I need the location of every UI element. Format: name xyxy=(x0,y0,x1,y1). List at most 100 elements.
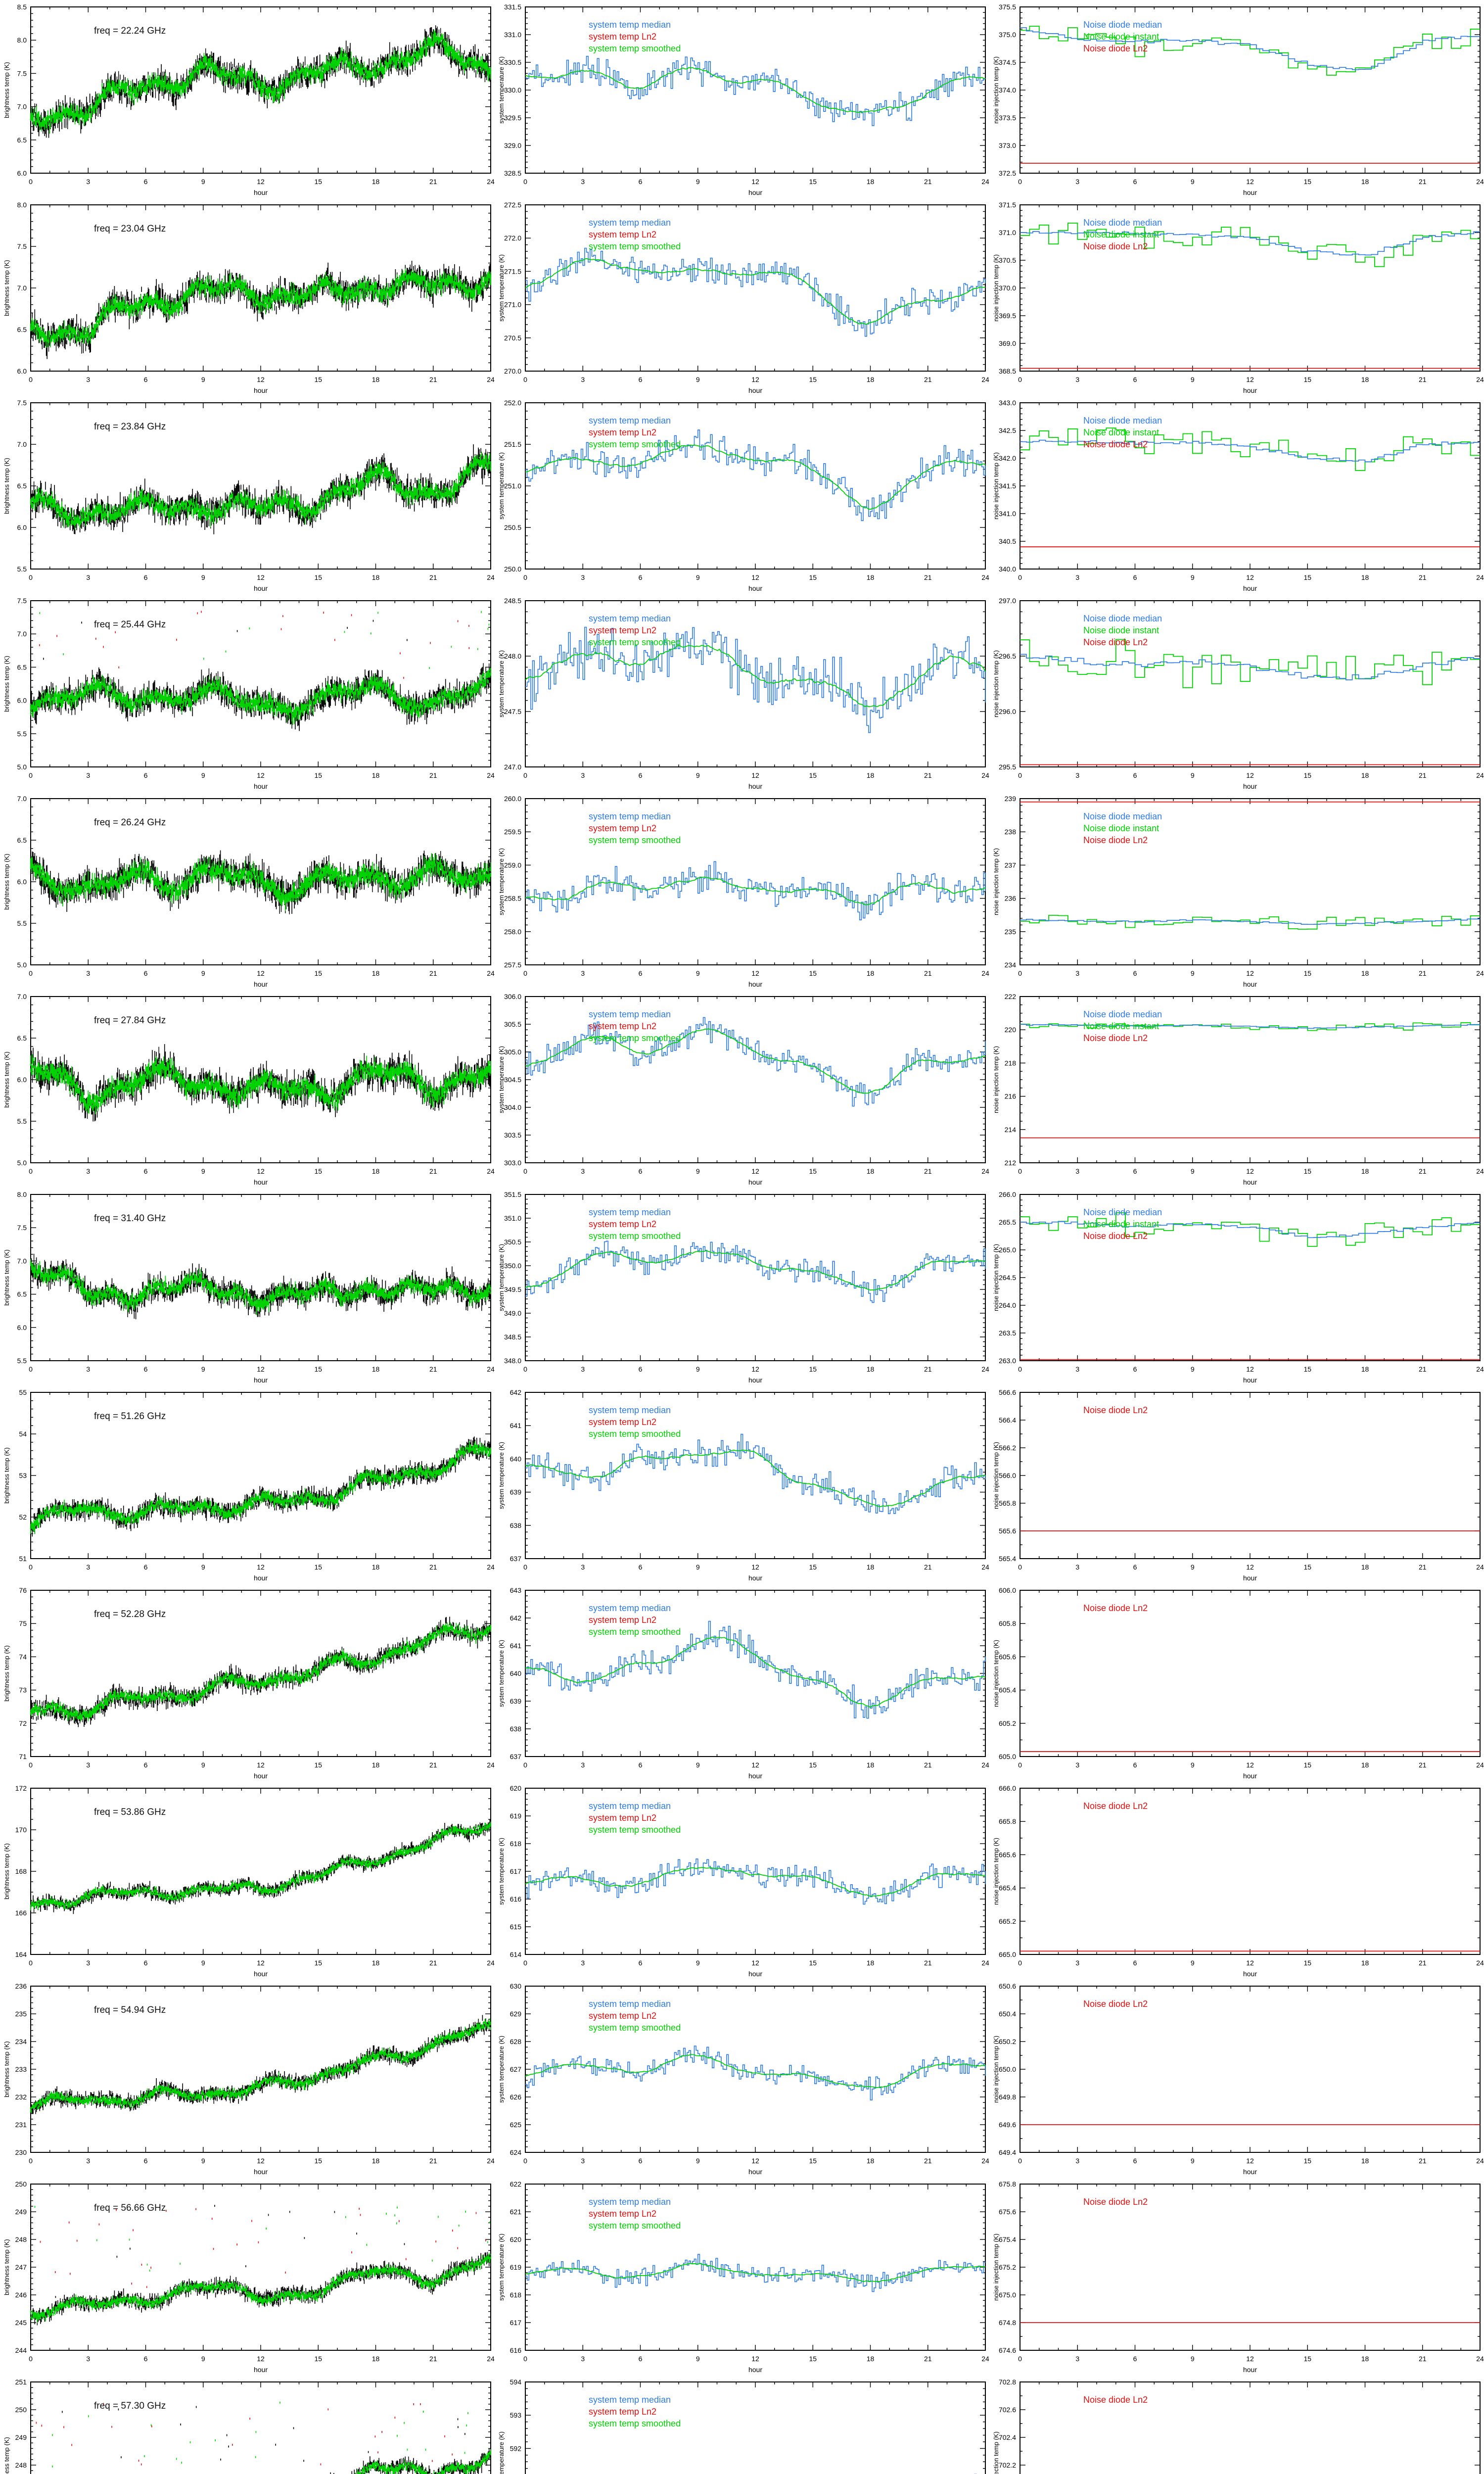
plot-tb-52.28: 71 72 73 74 75 76 0 3 6 9 12 15 18 21 24 hour brightness… xyxy=(0,1583,495,1781)
plot-text: 616 xyxy=(510,2346,522,2354)
plot-text: Noise diode Ln2 xyxy=(1083,439,1148,449)
plot-text: 24 xyxy=(981,2157,989,2165)
plot-text: 24 xyxy=(981,376,989,383)
plot-noise-26.24: 234 235 236 237 238 239 0 3 6 9 12 15 18 21 24 hour nois… xyxy=(989,792,1484,990)
plot-text: 21 xyxy=(924,376,932,383)
plot-text: 331.0 xyxy=(504,31,521,39)
plot-text: 24 xyxy=(1476,1761,1484,1769)
plot-text: system temp Ln2 xyxy=(589,1021,656,1031)
plot-text: 3 xyxy=(1075,1167,1079,1175)
plot-text: 12 xyxy=(257,2355,265,2363)
plot-text: 9 xyxy=(696,1365,700,1373)
plot-text: 9 xyxy=(201,178,205,186)
plot-text: system temp Ln2 xyxy=(589,823,656,833)
panel-tsys-26.24: 257.5 258.0 258.5 259.0 259.5 260.0 0 3 6 9 12 15 18… xyxy=(495,792,989,990)
panel-tb-23.04: 6.0 6.5 7.0 7.5 8.0 0 3 6 9 12 15 18 21 24 hour brightn… xyxy=(0,198,495,396)
plot-text: 15 xyxy=(809,2157,817,2165)
plot-text: 272.0 xyxy=(504,234,521,242)
plot-text: 24 xyxy=(981,1365,989,1373)
plot-text: 172 xyxy=(15,1784,27,1792)
plot-text: 237 xyxy=(1005,861,1017,869)
plot-text: 0 xyxy=(29,2355,33,2363)
plot-text: 7.0 xyxy=(17,103,27,111)
plot-text: hour xyxy=(748,2366,762,2374)
plot-text: 565.6 xyxy=(999,1527,1016,1535)
plot-text: 9 xyxy=(1191,1167,1195,1175)
plot-tb-22.24: 6.0 6.5 7.0 7.5 8.0 8.5 0 3 6 9 12 15 18 21 24 hour brig… xyxy=(0,0,495,198)
plot-text: Noise diode median xyxy=(1083,811,1162,821)
plot-tb-23.04: 6.0 6.5 7.0 7.5 8.0 0 3 6 9 12 15 18 21 24 hour brightn… xyxy=(0,198,495,396)
panel-tsys-53.86: 614 615 616 617 618 619 620 0 3 6 9 12 15 18 21 24 hour s… xyxy=(495,1781,989,1979)
plot-text: system temp Ln2 xyxy=(589,1813,656,1823)
plot-text: 24 xyxy=(1476,178,1484,186)
plot-text: 15 xyxy=(809,376,817,383)
plot-text: 18 xyxy=(372,2157,380,2165)
plot-text: Noise diode instant xyxy=(1083,32,1159,42)
plot-text: 7.0 xyxy=(17,630,27,638)
plot-text: 6 xyxy=(144,1563,148,1571)
plot-text: 675.2 xyxy=(999,2263,1016,2271)
plot-text: 6 xyxy=(144,1959,148,1967)
plot-text: hour xyxy=(1243,386,1257,394)
plot-tsys-54.94: 624 625 626 627 628 629 630 0 3 6 9 12 15 18 21 24 hour s… xyxy=(495,1979,989,2177)
plot-text: 622 xyxy=(510,2180,522,2188)
plot-text: 372.5 xyxy=(999,169,1016,177)
panel-tsys-23.04: 270.0 270.5 271.0 271.5 272.0 272.5 0 3 6 9 12 15 18… xyxy=(495,198,989,396)
plot-text: 24 xyxy=(1476,1563,1484,1571)
plot-text: 18 xyxy=(867,1563,875,1571)
plot-text: 15 xyxy=(809,969,817,977)
plot-text: freq = 51.26 GHz xyxy=(94,1411,166,1422)
panel-noise-22.24: 372.5 373.0 373.5 374.0 374.5 375.0 375.5 0 3 6 9 1… xyxy=(989,0,1484,198)
plot-noise-22.24: 372.5 373.0 373.5 374.0 374.5 375.0 375.5 0 3 6 9 1… xyxy=(989,0,1484,198)
plot-text: 3 xyxy=(86,178,90,186)
plot-text: 9 xyxy=(696,178,700,186)
plot-text: 18 xyxy=(1361,178,1369,186)
plot-text: 73 xyxy=(19,1686,27,1694)
plot-text: 3 xyxy=(86,2157,90,2165)
panel-tb-57.3: 24524624724824925025103691215182124hourb… xyxy=(0,2375,495,2474)
plot-text: system temp median xyxy=(589,1009,671,1019)
plot-text: 12 xyxy=(1246,771,1254,779)
plot-text: 248.5 xyxy=(504,597,521,605)
plot-text: hour xyxy=(748,1178,762,1186)
plot-text: brightness temp (K) xyxy=(3,458,10,514)
plot-text: 0 xyxy=(523,1761,527,1769)
plot-text: 271.5 xyxy=(504,267,521,275)
plot-text: 6 xyxy=(144,2157,148,2165)
plot-text: 12 xyxy=(751,2157,759,2165)
plot-text: 12 xyxy=(751,969,759,977)
plot-text: 330.5 xyxy=(504,58,521,66)
plot-text: 238 xyxy=(1005,828,1017,836)
plot-text: 12 xyxy=(1246,1959,1254,1967)
plot-text: 231 xyxy=(15,2121,27,2129)
plot-text: 3 xyxy=(1075,1959,1079,1967)
plot-text: 7.0 xyxy=(17,440,27,448)
plot-text: 373.0 xyxy=(999,142,1016,149)
plot-text: 0 xyxy=(523,1563,527,1571)
panel-tsys-54.94: 624 625 626 627 628 629 630 0 3 6 9 12 15 18 21 24 hour s… xyxy=(495,1979,989,2177)
plot-text: system temp Ln2 xyxy=(589,1219,656,1229)
plot-text: 7.0 xyxy=(17,284,27,292)
plot-text: 638 xyxy=(510,1725,522,1733)
plot-text: 18 xyxy=(867,1365,875,1373)
plot-text: 21 xyxy=(429,969,437,977)
plot-text: 9 xyxy=(1191,1365,1195,1373)
plot-text: 0 xyxy=(1018,376,1022,383)
plot-text: 0 xyxy=(1018,1761,1022,1769)
plot-text: 251.0 xyxy=(504,482,521,490)
plot-text: 230 xyxy=(15,2148,27,2156)
plot-text: system temp smoothed xyxy=(589,1033,681,1043)
plot-text: 270.5 xyxy=(504,334,521,342)
plot-text: 3 xyxy=(1075,1563,1079,1571)
plot-text: 614 xyxy=(510,1951,522,1958)
panel-noise-25.44: 295.5 296.0 296.5 297.0 0 3 6 9 12 15 18 21 24 hour no… xyxy=(989,594,1484,792)
plot-text: 12 xyxy=(1246,1365,1254,1373)
plot-text: hour xyxy=(1243,1178,1257,1186)
plot-text: 0 xyxy=(523,376,527,383)
plot-text: 21 xyxy=(924,573,932,581)
plot-text: 233 xyxy=(15,2065,27,2073)
plot-text: 640 xyxy=(510,1669,522,1677)
plot-text: hour xyxy=(1243,2168,1257,2176)
plot-text: 6 xyxy=(639,376,643,383)
plot-text: 3 xyxy=(86,969,90,977)
